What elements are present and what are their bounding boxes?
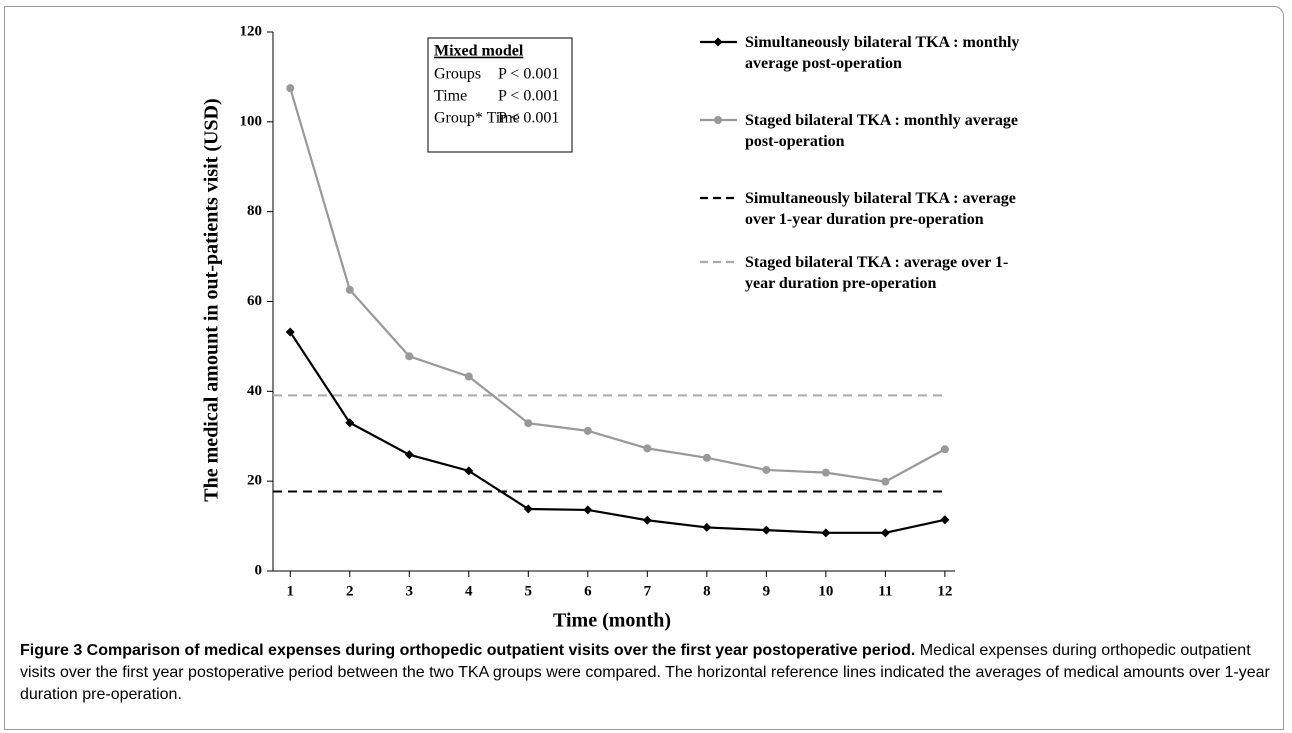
annotation-value: P < 0.001 xyxy=(498,110,559,127)
data-point xyxy=(285,327,295,337)
data-point xyxy=(345,285,354,294)
x-tick-label: 12 xyxy=(937,583,952,599)
data-point xyxy=(524,419,533,428)
y-tick-label: 120 xyxy=(240,23,263,39)
legend-marker xyxy=(714,116,722,124)
chart: The medical amount in out-patients visit… xyxy=(201,23,955,632)
data-point xyxy=(762,465,771,474)
x-tick-label: 7 xyxy=(644,583,652,599)
data-point xyxy=(880,528,890,538)
annotation-value: P < 0.001 xyxy=(498,66,559,83)
data-point xyxy=(643,444,652,453)
data-point xyxy=(821,528,831,538)
legend-label: Staged bilateral TKA : monthly average p… xyxy=(745,112,1019,150)
data-point xyxy=(702,522,712,532)
data-point xyxy=(583,505,593,515)
y-axis-label: The medical amount in out-patients visit… xyxy=(201,98,223,501)
y-tick-label: 100 xyxy=(240,113,263,129)
x-tick-label: 8 xyxy=(703,583,711,599)
y-tick-label: 40 xyxy=(247,383,262,399)
series-line xyxy=(289,87,946,483)
x-tick-label: 3 xyxy=(406,583,414,599)
data-point xyxy=(405,352,414,361)
series-line xyxy=(289,331,946,534)
data-point xyxy=(464,372,473,381)
data-point xyxy=(821,468,830,477)
data-point xyxy=(761,525,771,535)
annotation-label: Groups xyxy=(434,66,481,83)
legend-label: Simultaneously bilateral TKA : monthly a… xyxy=(745,34,1020,72)
annotation-label: Group* Time xyxy=(434,110,520,127)
data-point xyxy=(642,515,652,525)
y-tick-label: 20 xyxy=(247,473,262,489)
x-axis-label: Time (month) xyxy=(553,610,671,632)
data-point xyxy=(702,453,711,462)
annotation-title: Mixed model xyxy=(434,43,524,60)
x-tick-label: 9 xyxy=(763,583,771,599)
annotation-label: Time xyxy=(434,88,467,105)
y-tick-label: 80 xyxy=(247,203,262,219)
legend-label: Simultaneously bilateral TKA : average o… xyxy=(745,190,1016,228)
data-point xyxy=(523,504,533,514)
x-tick-label: 2 xyxy=(346,583,354,599)
data-point xyxy=(404,450,414,460)
data-point xyxy=(286,84,295,93)
annotation-value: P < 0.001 xyxy=(498,88,559,105)
data-point xyxy=(881,477,890,486)
caption-text: Medical expenses during orthopedic outpa… xyxy=(20,642,1270,703)
caption-title: Figure 3 Comparison of medical expenses … xyxy=(20,642,916,659)
x-tick-label: 5 xyxy=(525,583,533,599)
data-point xyxy=(940,515,950,525)
data-point xyxy=(940,445,949,454)
legend-label: Staged bilateral TKA : average over 1-ye… xyxy=(745,254,1009,292)
figure-frame xyxy=(4,6,1284,730)
caption: Figure 3 Comparison of medical expenses … xyxy=(20,640,1270,706)
x-tick-label: 6 xyxy=(584,583,592,599)
y-tick-label: 60 xyxy=(247,293,262,309)
annotation-box xyxy=(427,37,573,153)
x-tick-label: 4 xyxy=(465,583,473,599)
y-tick-label: 0 xyxy=(255,562,263,578)
data-point xyxy=(345,418,355,428)
legend-marker xyxy=(713,37,723,47)
x-tick-label: 11 xyxy=(878,583,892,599)
data-point xyxy=(464,466,474,476)
data-point xyxy=(583,426,592,435)
x-tick-label: 1 xyxy=(287,583,295,599)
x-tick-label: 10 xyxy=(818,583,833,599)
